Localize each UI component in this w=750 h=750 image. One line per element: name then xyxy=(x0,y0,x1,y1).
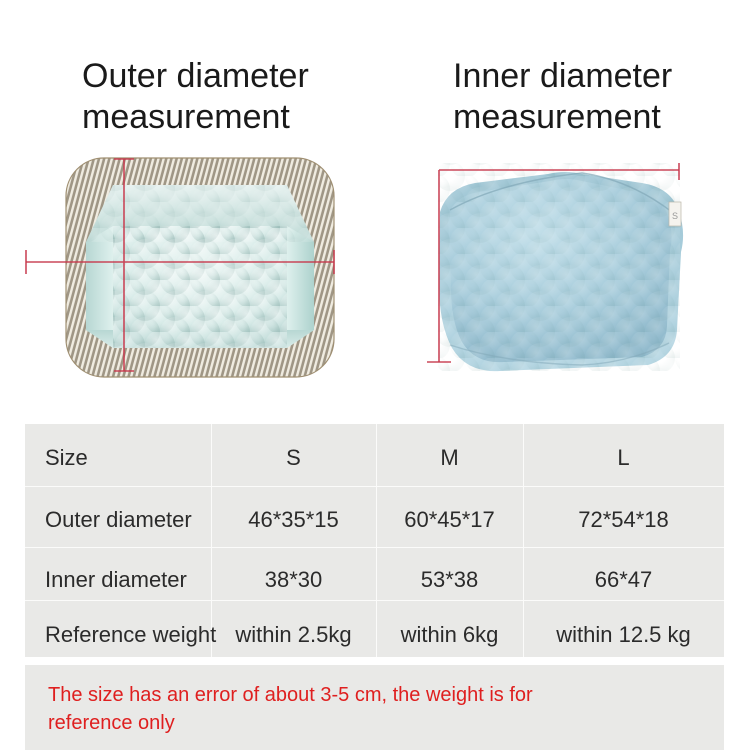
svg-text:S: S xyxy=(672,211,678,221)
